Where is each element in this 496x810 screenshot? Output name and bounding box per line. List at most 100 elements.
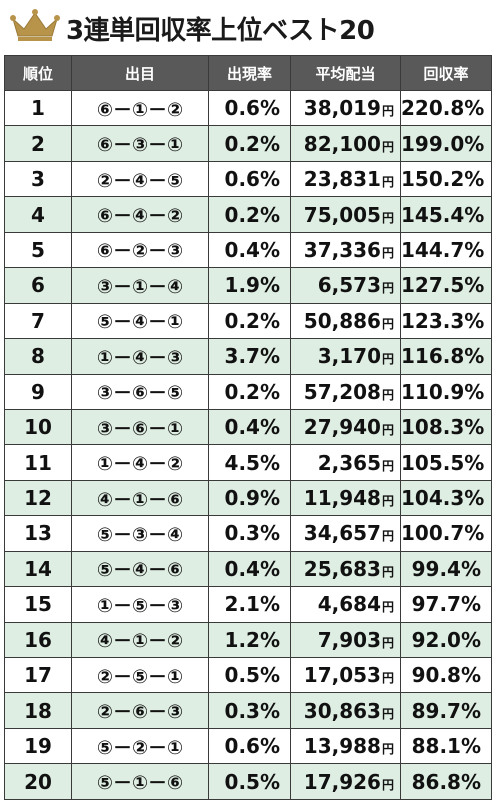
combo-cell: ③－①－④ (71, 267, 209, 304)
payout-value: 11,948 (303, 486, 381, 511)
payout-cell: 50,886円 (290, 302, 401, 340)
payout-cell: 75,005円 (290, 196, 401, 233)
rank-cell: 20 (4, 763, 72, 800)
payout-cell: 37,336円 (290, 231, 401, 269)
header-combo: 出目 (71, 55, 209, 91)
payout-cell: 6,573円 (290, 267, 401, 304)
table-row: 12 ④－①－⑥ 0.9% 11,948円 104.3% (4, 479, 492, 517)
header-return: 回収率 (400, 55, 492, 91)
payout-cell: 2,365円 (290, 444, 401, 481)
table-row: 13 ⑤－③－④ 0.3% 34,657円 100.7% (4, 515, 492, 552)
table-row: 2 ⑥－③－① 0.2% 82,100円 199.0% (4, 125, 492, 162)
combo-cell: ⑥－③－① (71, 125, 209, 162)
combo-cell: ⑥－④－② (71, 196, 209, 233)
rank-cell: 2 (4, 125, 72, 162)
rate-cell: 3.7% (208, 338, 291, 375)
rank-cell: 5 (4, 231, 72, 269)
payout-cell: 17,926円 (290, 763, 401, 800)
payout-cell: 23,831円 (290, 160, 401, 198)
combo-cell: ④－①－② (71, 621, 209, 659)
rank-cell: 12 (4, 479, 72, 517)
return-cell: 199.0% (400, 125, 492, 162)
return-cell: 89.7% (400, 692, 492, 729)
rate-cell: 0.2% (208, 196, 291, 233)
payout-cell: 27,940円 (290, 408, 401, 446)
yen-suffix: 円 (381, 387, 394, 402)
payout-cell: 30,863円 (290, 692, 401, 729)
rate-cell: 0.9% (208, 479, 291, 517)
combo-cell: ⑤－④－① (71, 302, 209, 340)
payout-cell: 13,988円 (290, 727, 401, 765)
rate-cell: 0.2% (208, 125, 291, 162)
payout-cell: 38,019円 (290, 89, 401, 127)
rate-cell: 0.4% (208, 231, 291, 269)
combo-cell: ①－⑤－③ (71, 586, 209, 623)
combo-cell: ③－⑥－⑤ (71, 373, 209, 410)
return-cell: 116.8% (400, 338, 492, 375)
yen-suffix: 円 (381, 742, 394, 757)
table-row: 16 ④－①－② 1.2% 7,903円 92.0% (4, 621, 492, 659)
rank-cell: 4 (4, 196, 72, 233)
ranking-table: 順位 出目 出現率 平均配当 回収率 1 ⑥－①－② 0.6% 38,019円 220.… (4, 55, 492, 800)
payout-value: 75,005 (303, 202, 381, 227)
combo-cell: ②－⑤－① (71, 656, 209, 694)
header: 3連単回収率上位ベスト20 (0, 0, 496, 54)
return-cell: 104.3% (400, 479, 492, 517)
rank-cell: 9 (4, 373, 72, 410)
page-title: 3連単回収率上位ベスト20 (66, 16, 375, 46)
table-row: 14 ⑤－④－⑥ 0.4% 25,683円 99.4% (4, 550, 492, 588)
table-row: 19 ⑤－②－① 0.6% 13,988円 88.1% (4, 727, 492, 765)
rank-cell: 14 (4, 550, 72, 588)
return-cell: 110.9% (400, 373, 492, 410)
rank-cell: 8 (4, 338, 72, 375)
rank-cell: 11 (4, 444, 72, 481)
return-cell: 150.2% (400, 160, 492, 198)
rate-cell: 0.5% (208, 656, 291, 694)
combo-cell: ①－④－② (71, 444, 209, 481)
payout-value: 4,684 (317, 592, 381, 617)
table-row: 7 ⑤－④－① 0.2% 50,886円 123.3% (4, 302, 492, 340)
return-cell: 90.8% (400, 656, 492, 694)
payout-value: 30,863 (303, 698, 381, 723)
payout-value: 23,831 (303, 167, 381, 192)
yen-suffix: 円 (381, 316, 394, 331)
payout-cell: 34,657円 (290, 515, 401, 552)
rank-cell: 7 (4, 302, 72, 340)
payout-value: 34,657 (303, 521, 381, 546)
payout-cell: 4,684円 (290, 586, 401, 623)
rate-cell: 0.6% (208, 727, 291, 765)
payout-cell: 7,903円 (290, 621, 401, 659)
payout-value: 50,886 (303, 308, 381, 333)
payout-value: 17,926 (303, 769, 381, 794)
payout-value: 2,365 (317, 450, 381, 475)
rate-cell: 2.1% (208, 586, 291, 623)
table-row: 10 ③－⑥－① 0.4% 27,940円 108.3% (4, 408, 492, 446)
combo-cell: ②－④－⑤ (71, 160, 209, 198)
yen-suffix: 円 (381, 671, 394, 686)
rate-cell: 1.9% (208, 267, 291, 304)
rate-cell: 0.4% (208, 408, 291, 446)
table-row: 9 ③－⑥－⑤ 0.2% 57,208円 110.9% (4, 373, 492, 410)
rank-cell: 13 (4, 515, 72, 552)
yen-suffix: 円 (381, 139, 394, 154)
combo-cell: ④－①－⑥ (71, 479, 209, 517)
return-cell: 123.3% (400, 302, 492, 340)
yen-suffix: 円 (381, 423, 394, 438)
combo-cell: ⑤－②－① (71, 727, 209, 765)
combo-cell: ①－④－③ (71, 338, 209, 375)
rate-cell: 1.2% (208, 621, 291, 659)
rate-cell: 0.3% (208, 692, 291, 729)
yen-suffix: 円 (381, 281, 394, 296)
yen-suffix: 円 (381, 104, 394, 119)
return-cell: 105.5% (400, 444, 492, 481)
payout-value: 7,903 (317, 627, 381, 652)
yen-suffix: 円 (381, 600, 394, 615)
return-cell: 127.5% (400, 267, 492, 304)
payout-value: 6,573 (317, 273, 381, 298)
payout-cell: 11,948円 (290, 479, 401, 517)
table-row: 11 ①－④－② 4.5% 2,365円 105.5% (4, 444, 492, 481)
table-row: 15 ①－⑤－③ 2.1% 4,684円 97.7% (4, 586, 492, 623)
yen-suffix: 円 (381, 635, 394, 650)
rate-cell: 0.6% (208, 89, 291, 127)
return-cell: 144.7% (400, 231, 492, 269)
